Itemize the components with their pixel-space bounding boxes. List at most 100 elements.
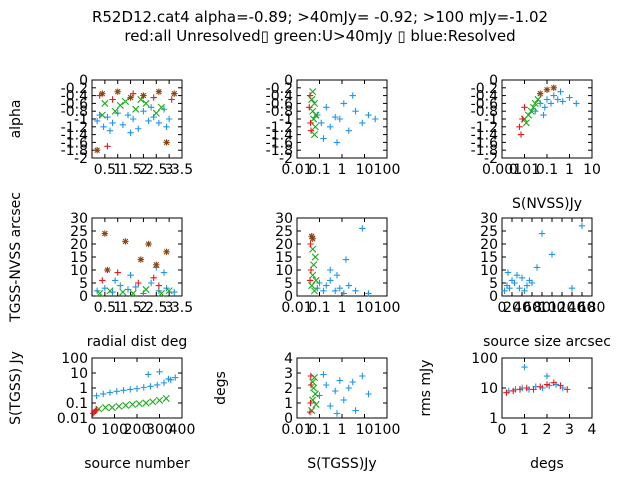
data-point [100,390,107,398]
data-point [345,282,352,289]
data-point [523,282,531,289]
data-point [157,289,166,297]
x-tick-label: 140 [559,300,586,316]
y-tick-label: 30 [480,211,498,227]
y-tick-label: 1 [284,396,293,412]
y-tick-label: 1 [489,411,498,427]
data-point [140,108,147,115]
x-tick-label: 2 [139,300,148,316]
y-tick-label: -1.8 [61,143,88,159]
data-point [135,400,143,408]
data-point [121,97,130,106]
data-point [127,272,134,279]
series-all_unresolved [516,104,528,138]
data-point [316,279,323,287]
panel-2: 0.010.1 1 10 100 0-0.2-0.4-0.6-0.8-1-1.2-1.4… [266,73,401,178]
y-tick-label: 4 [284,351,293,367]
x-tick-label: 3 [165,300,174,316]
data-point [307,399,314,407]
title-line-1: R52D12.cat4 alpha=-0.89; >40mJy= -0.92; … [91,8,549,26]
x-tick-label: 1 [338,162,347,178]
data-point [117,282,124,289]
data-point [99,277,106,284]
x-tick-label: 10 [356,422,374,438]
series-resolved [501,222,586,294]
data-point [314,111,321,119]
x-tick-label: 0.1 [308,422,330,438]
data-point [140,384,147,391]
data-point [548,251,556,258]
y-tick-label: 0 [79,289,88,305]
data-point [359,372,366,380]
x-tick-label: 0.01 [281,300,312,316]
data-point [336,115,344,123]
data-point [172,374,179,381]
data-point [111,277,119,284]
series-all_unresolved [306,372,315,416]
x-tick-label: 0 [498,300,507,316]
data-point [526,277,533,284]
y-tick-label: -0.4 [266,89,293,105]
y-tick-label: -0.2 [266,81,293,97]
data-point [333,139,341,146]
x-tick-label: 1 [113,300,122,316]
data-point [516,285,523,292]
data-point [308,95,316,104]
x-axis-label: degs [530,456,564,472]
data-point [310,287,319,295]
data-point [142,285,150,294]
data-point [114,88,121,95]
data-point [310,115,318,123]
data-point [100,123,107,130]
data-point [327,277,334,284]
y-tick-label: -0.2 [471,81,498,97]
panel-1: 0.511.522.533.50-0.2-0.4-0.6-0.8-1-1.2-1… [8,73,193,178]
data-point [550,84,557,91]
data-point [543,372,551,380]
x-tick-label: 3.5 [171,162,193,178]
data-point [529,103,538,111]
y-tick-label: 2 [284,381,293,397]
y-tick-label: 0 [284,289,293,305]
data-point [165,287,173,295]
data-point [365,111,372,119]
data-point [104,143,111,150]
y-tick-label: -1 [74,112,88,128]
x-axis-label: source size arcsec [483,334,611,350]
data-point [122,238,129,245]
data-point [573,100,580,107]
x-tick-label: 2.5 [145,300,167,316]
data-point [332,387,339,395]
data-point [550,92,557,99]
data-point [336,377,344,384]
x-tick-label: 100 [374,300,401,316]
y-tick-label: 15 [480,250,498,266]
x-tick-label: 3 [565,422,574,438]
series-star_marker [101,230,170,274]
plot-frame [501,217,593,297]
data-point [149,398,157,406]
x-tick-label: 100 [374,162,401,178]
data-point [531,99,539,107]
x-tick-label: 1 [113,162,122,178]
series-unresolved_gt40 [95,394,170,413]
data-point [127,386,134,393]
data-point [307,381,315,389]
data-point [503,389,510,396]
data-point [568,285,576,292]
data-point [101,403,110,412]
x-tick-label: 1.5 [119,162,141,178]
series-resolved [314,225,372,297]
series-star_marker [93,88,178,154]
x-axis-label: S(NVSS)Jy [512,196,582,212]
data-point [150,113,157,121]
data-point [155,282,163,289]
x-tick-label: 2 [139,162,148,178]
data-point [116,101,124,109]
series-resolved [93,368,179,400]
data-point [311,390,319,398]
data-point [165,375,172,383]
